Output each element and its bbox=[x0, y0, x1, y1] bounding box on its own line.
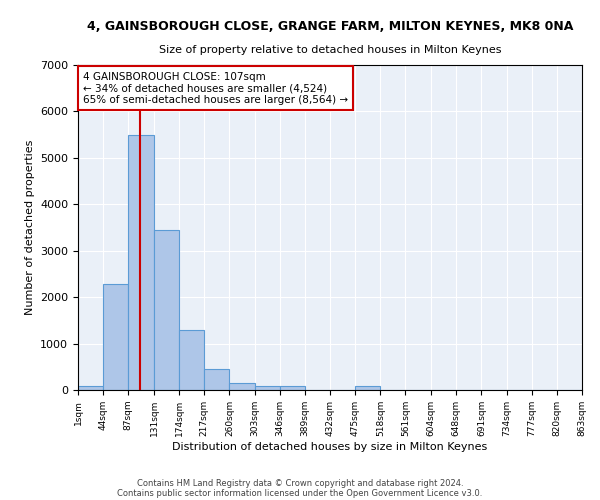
Bar bbox=[78, 386, 103, 390]
Text: 4 GAINSBOROUGH CLOSE: 107sqm
← 34% of detached houses are smaller (4,524)
65% of: 4 GAINSBOROUGH CLOSE: 107sqm ← 34% of de… bbox=[83, 72, 348, 104]
Bar bbox=[179, 330, 204, 390]
Bar bbox=[128, 134, 154, 390]
X-axis label: Distribution of detached houses by size in Milton Keynes: Distribution of detached houses by size … bbox=[172, 442, 488, 452]
Bar bbox=[103, 284, 128, 390]
Text: Contains public sector information licensed under the Open Government Licence v3: Contains public sector information licen… bbox=[118, 488, 482, 498]
Bar bbox=[280, 386, 305, 390]
Bar bbox=[154, 230, 179, 390]
Bar bbox=[204, 369, 229, 390]
Bar bbox=[229, 383, 254, 390]
Bar bbox=[254, 386, 280, 390]
Y-axis label: Number of detached properties: Number of detached properties bbox=[25, 140, 35, 315]
Text: Contains HM Land Registry data © Crown copyright and database right 2024.: Contains HM Land Registry data © Crown c… bbox=[137, 478, 463, 488]
Bar bbox=[355, 386, 380, 390]
Text: Size of property relative to detached houses in Milton Keynes: Size of property relative to detached ho… bbox=[159, 45, 501, 55]
Text: 4, GAINSBOROUGH CLOSE, GRANGE FARM, MILTON KEYNES, MK8 0NA: 4, GAINSBOROUGH CLOSE, GRANGE FARM, MILT… bbox=[87, 20, 573, 33]
